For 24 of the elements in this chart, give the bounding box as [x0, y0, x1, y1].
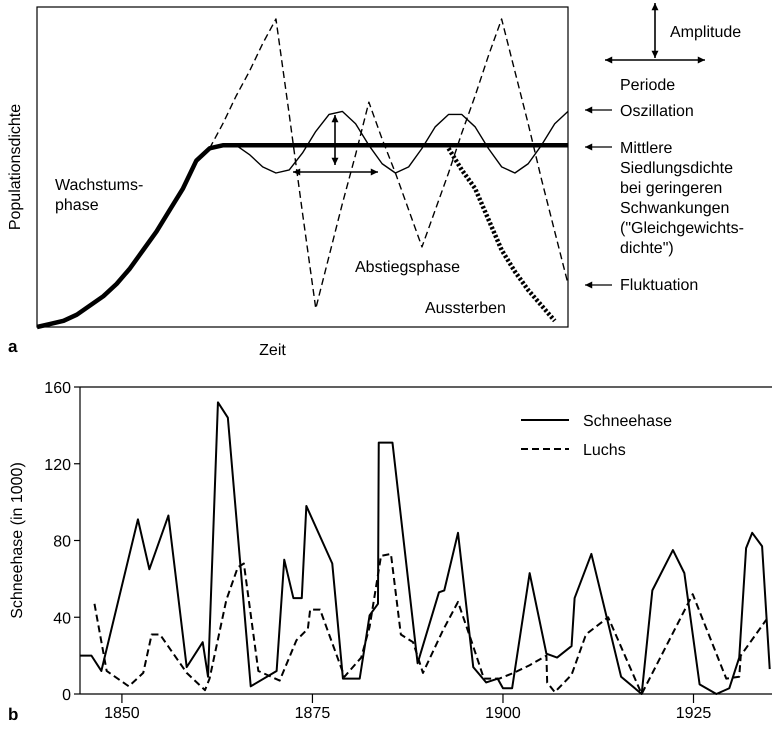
x-tick-label: 1900 — [485, 705, 521, 722]
x-tick-label: 1850 — [104, 705, 140, 722]
text: Mittlere Siedlungsdichte bei geringeren Schwankungen ("Gleichgewichts- dichte") — [620, 140, 744, 257]
y-tick-label: 0 — [62, 687, 72, 704]
y-tick-label: 120 — [44, 456, 72, 474]
y-axis-title: Schneehase (in 1000) — [9, 462, 26, 619]
x-tick-label: 1875 — [294, 705, 330, 722]
text: b — [8, 705, 18, 724]
x-axis-title: Zeit — [259, 342, 286, 359]
y-axis-title: Populationsdichte — [7, 104, 24, 230]
x-tick-label: 1925 — [676, 705, 712, 722]
annotation: Aussterben — [425, 300, 506, 317]
text: Oszillation — [620, 103, 694, 120]
annotation: Abstiegsphase — [355, 259, 460, 276]
y-tick-label: 40 — [53, 610, 72, 628]
text: Fluktuation — [620, 277, 698, 294]
text: Periode — [620, 77, 676, 94]
y-tick-label: 160 — [44, 380, 72, 397]
legend-label: Luchs — [583, 442, 626, 459]
y-tick-label: 80 — [53, 534, 72, 550]
legend-label: Schneehase — [583, 413, 672, 430]
text: Amplitude — [670, 24, 742, 41]
annotation: Wachstums- phase — [55, 177, 144, 214]
text: a — [8, 337, 18, 356]
